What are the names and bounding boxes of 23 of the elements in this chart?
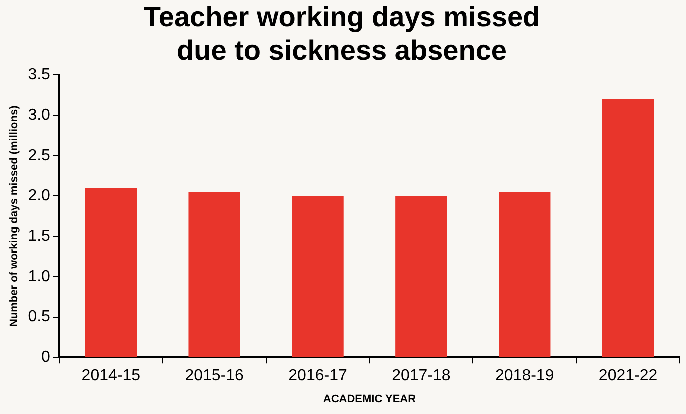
bar	[188, 192, 240, 358]
x-tick-label: 2021-22	[598, 368, 658, 385]
y-tick-label: 1.0	[28, 268, 51, 286]
x-tick-label: 2016-17	[288, 368, 348, 385]
y-tick-label: 2.5	[28, 147, 51, 164]
y-tick-label: 0.5	[28, 308, 51, 326]
x-tick-label: 2014-15	[82, 368, 141, 385]
bar	[602, 99, 654, 358]
bar	[85, 188, 138, 358]
bar	[396, 196, 448, 358]
x-tick-label: 2018-19	[496, 368, 554, 385]
y-tick-label: 1.5	[28, 228, 51, 245]
bar	[292, 196, 344, 358]
bar	[499, 192, 551, 358]
y-tick-label: 3.5	[28, 66, 51, 84]
x-tick-label: 2015-16	[185, 368, 244, 385]
y-tick-label: 3.0	[28, 106, 51, 124]
chart-title: Teacher working days missed due to sickness absence	[144, 2, 540, 66]
x-tick-label: 2017-18	[392, 368, 451, 385]
y-tick-label: 0	[42, 349, 51, 366]
y-axis-title: Number of working days missed (millions)	[8, 105, 21, 328]
x-axis-title: ACADEMIC YEAR	[323, 393, 416, 406]
y-tick-label: 2.0	[28, 188, 51, 205]
